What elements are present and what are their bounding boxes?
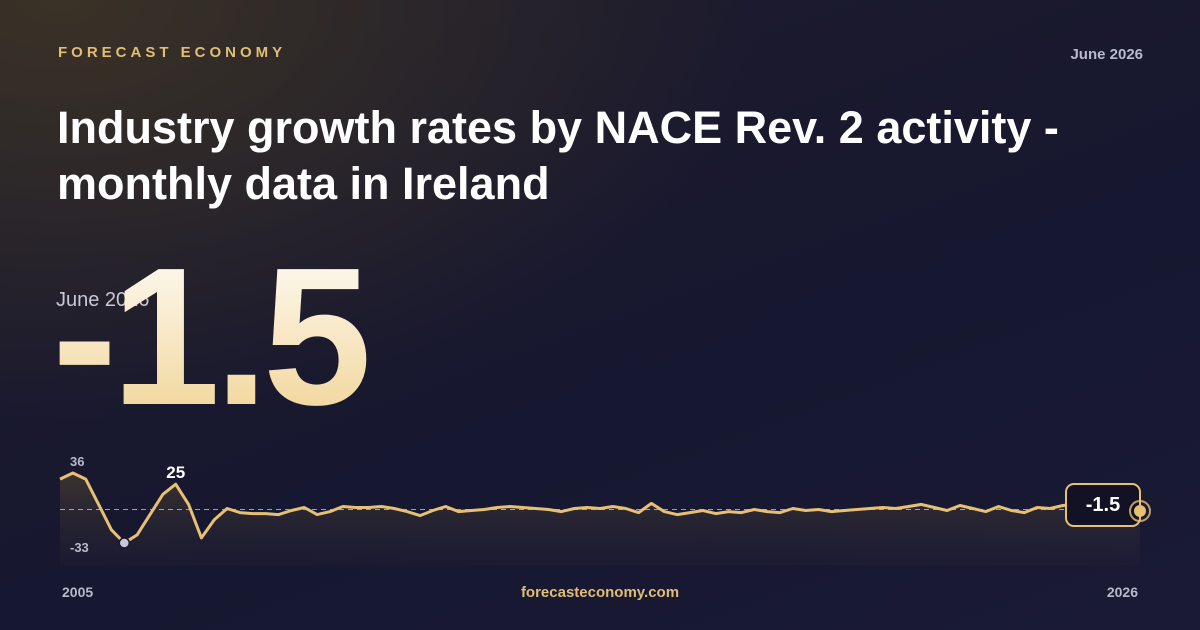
max-label: 36	[70, 454, 84, 469]
chart-title: Industry growth rates by NACE Rev. 2 act…	[57, 102, 1059, 209]
area	[60, 473, 1140, 565]
min-point	[118, 537, 131, 549]
x-tick-label: 2005	[62, 584, 93, 600]
last-point-ring	[1129, 500, 1151, 523]
x-tick-label: 2026	[1107, 584, 1138, 600]
value-badge-label: -1.5	[1086, 494, 1120, 516]
value-badge	[1065, 483, 1141, 527]
headline-date: June 2026	[56, 289, 149, 311]
line	[59, 471, 1141, 545]
min-label: -33	[70, 540, 89, 555]
brand: FORECAST ECONOMY	[58, 44, 287, 61]
last-point	[1134, 505, 1146, 518]
peak-label: 25	[166, 463, 185, 482]
date: June 2026	[1070, 46, 1143, 63]
footer-url: forecasteconomy.com	[521, 584, 679, 601]
headline-value: -1.5	[52, 227, 367, 446]
